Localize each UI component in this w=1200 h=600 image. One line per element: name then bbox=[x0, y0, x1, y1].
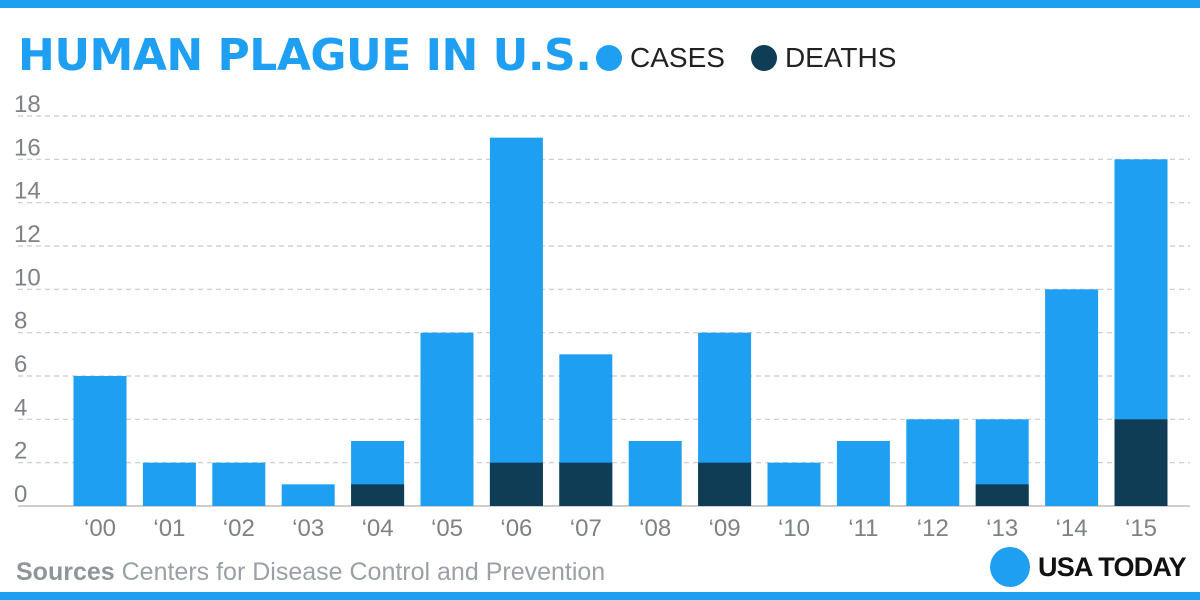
bar-deaths bbox=[698, 462, 752, 506]
x-tick-label: ‘12 bbox=[917, 515, 949, 542]
x-tick-label: ‘03 bbox=[292, 515, 324, 542]
bar-chart: 0 2 4 6 8 10 12 14 16 18 ‘00 ‘01 ‘02 ‘03 ‘04 ‘05 ‘06 ‘07 ‘… bbox=[14, 91, 1190, 542]
legend: CASES DEATHS bbox=[596, 38, 922, 78]
x-tick-label: ‘00 bbox=[84, 515, 116, 542]
y-tick-label: 4 bbox=[14, 394, 27, 421]
y-tick-label: 16 bbox=[14, 134, 41, 161]
x-tick-label: ‘05 bbox=[431, 515, 463, 542]
y-tick-label: 10 bbox=[14, 264, 41, 291]
y-tick-label: 2 bbox=[14, 438, 27, 465]
bar-cases bbox=[836, 441, 890, 506]
legend-label-cases: CASES bbox=[630, 42, 725, 73]
bar-cases bbox=[281, 484, 335, 506]
x-tick-label: ‘13 bbox=[986, 515, 1018, 542]
bar-cases bbox=[1045, 289, 1099, 506]
bar-deaths bbox=[559, 462, 613, 506]
bottom-rule bbox=[0, 592, 1200, 600]
brand-name: USA TODAY bbox=[1038, 551, 1187, 582]
x-tick-label: ‘06 bbox=[500, 515, 532, 542]
legend-item-cases: CASES bbox=[596, 42, 725, 74]
bar-cases bbox=[628, 441, 682, 506]
source-label: Sources bbox=[16, 558, 115, 586]
bar-cases bbox=[212, 462, 266, 506]
source-text: Centers for Disease Control and Preventi… bbox=[121, 558, 606, 586]
bar-cases bbox=[906, 419, 960, 506]
legend-item-deaths: DEATHS bbox=[750, 42, 897, 74]
y-tick-label: 8 bbox=[14, 308, 27, 335]
chart-title: HUMAN PLAGUE IN U.S. bbox=[18, 30, 592, 81]
bar-cases bbox=[420, 332, 474, 506]
bar-deaths bbox=[1114, 419, 1168, 506]
y-tick-label: 0 bbox=[14, 481, 27, 508]
bar-cases bbox=[73, 376, 127, 506]
source-line: Sources Centers for Disease Control and … bbox=[16, 558, 605, 587]
x-tick-label: ‘10 bbox=[778, 515, 810, 542]
x-tick-label: ‘01 bbox=[153, 515, 185, 542]
x-tick-label: ‘14 bbox=[1056, 515, 1088, 542]
legend-label-deaths: DEATHS bbox=[784, 42, 897, 73]
legend-swatch-deaths bbox=[750, 45, 777, 71]
bar-cases bbox=[142, 462, 196, 506]
y-tick-label: 12 bbox=[14, 221, 41, 248]
x-tick-label: ‘11 bbox=[848, 515, 878, 542]
top-rule bbox=[0, 0, 1200, 8]
legend-swatch-cases bbox=[596, 45, 622, 71]
x-tick-label: ‘07 bbox=[570, 515, 602, 542]
brand-dot-icon bbox=[990, 547, 1030, 587]
x-tick-label: ‘02 bbox=[223, 515, 255, 542]
x-tick-label: ‘04 bbox=[362, 515, 394, 542]
x-tick-label: ‘15 bbox=[1125, 515, 1157, 542]
x-tick-label: ‘09 bbox=[709, 515, 741, 542]
y-tick-label: 14 bbox=[14, 178, 41, 205]
bar-cases bbox=[489, 137, 543, 506]
bar-deaths bbox=[351, 484, 405, 506]
y-tick-label: 18 bbox=[14, 91, 41, 118]
bar-deaths bbox=[975, 484, 1029, 506]
y-tick-label: 6 bbox=[14, 351, 27, 378]
x-tick-label: ‘08 bbox=[639, 515, 671, 542]
bar-cases bbox=[767, 462, 821, 506]
bar-deaths bbox=[489, 462, 543, 506]
brand-logo: USA TODAY bbox=[990, 547, 1187, 587]
